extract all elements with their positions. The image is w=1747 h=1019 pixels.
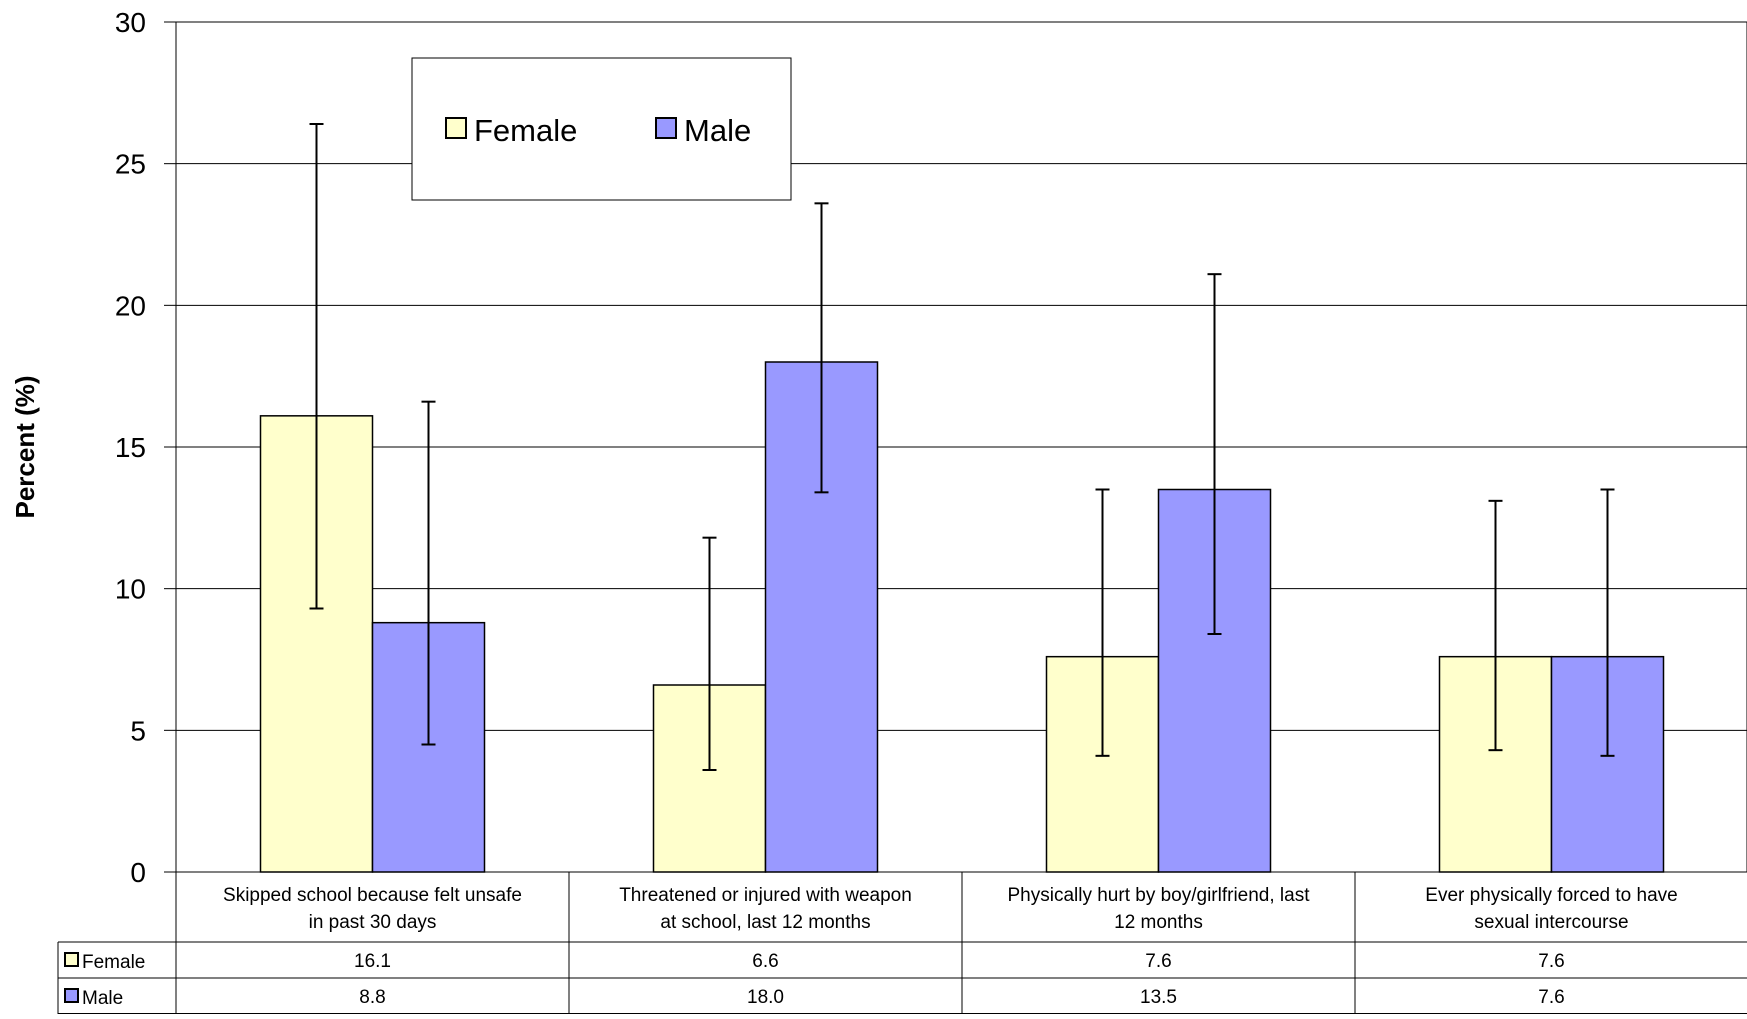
data-label: 8.8 [359,987,385,1008]
table-swatch-male [64,988,79,1003]
data-label: 16.1 [354,951,391,972]
y-tick-label: 10 [115,574,146,605]
data-label: 7.6 [1538,987,1564,1008]
legend-swatch-female [445,117,467,139]
y-tick-label: 20 [115,290,146,321]
table-series-label-male: Male [82,988,123,1009]
y-tick-label: 0 [130,857,146,888]
data-label: 7.6 [1145,951,1171,972]
category-label: Ever physically forced to have [1425,885,1677,906]
data-label: 13.5 [1140,987,1177,1008]
y-tick-label: 5 [130,715,146,746]
y-tick-label: 30 [115,7,146,38]
data-label: 7.6 [1538,951,1564,972]
category-label: in past 30 days [309,912,437,933]
data-table: Skipped school because felt unsafe in pas… [57,872,1747,1014]
data-label: 18.0 [747,987,784,1008]
legend-label-male: Male [684,113,751,148]
legend-label-female: Female [474,113,577,148]
bars [259,361,1665,873]
y-tick-label: 15 [115,432,146,463]
category-label: at school, last 12 months [660,912,870,933]
legend: Female Male [411,57,792,201]
table-swatch-female [64,952,79,967]
legend-box [411,57,792,201]
legend-swatch-male [655,117,677,139]
category-label: 12 months [1114,912,1203,933]
data-label: 6.6 [752,951,778,972]
category-label: sexual intercourse [1474,912,1628,933]
category-label: Skipped school because felt unsafe [223,885,522,906]
y-tick-label: 25 [115,149,146,180]
category-label: Threatened or injured with weapon [619,885,912,906]
y-axis-label: Percent (%) [10,375,40,518]
table-series-label-female: Female [82,952,145,973]
category-label: Physically hurt by boy/girlfriend, last [1007,885,1310,906]
error-bars [309,123,1615,771]
